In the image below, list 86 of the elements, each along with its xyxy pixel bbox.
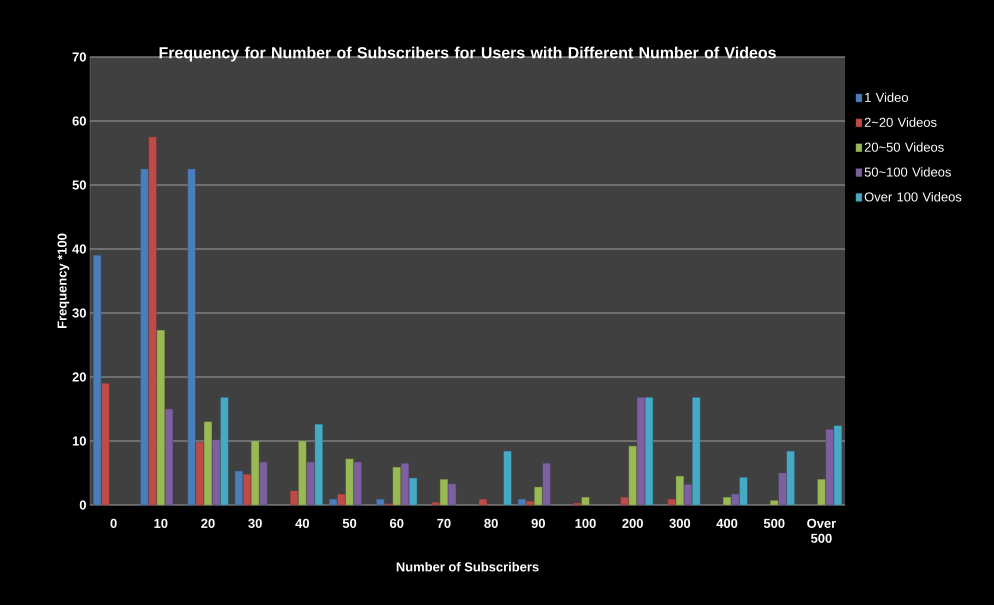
bar xyxy=(440,479,448,506)
legend-label: 2~20 Videos xyxy=(864,117,937,127)
x-tick-label: 300 xyxy=(669,518,690,528)
bar xyxy=(329,499,338,506)
y-tick-label: 70 xyxy=(72,52,86,62)
y-tick-label: 20 xyxy=(72,372,86,382)
bar xyxy=(668,499,676,506)
y-tick-label: 10 xyxy=(72,436,86,446)
bar xyxy=(204,422,212,506)
x-tick-label: 40 xyxy=(295,518,310,528)
x-tick-label: 500 xyxy=(764,518,784,528)
bar xyxy=(298,440,306,506)
bar xyxy=(676,476,684,506)
legend-label: 20~50 Videos xyxy=(864,142,944,152)
y-axis-title: Frequency *100 xyxy=(58,234,70,328)
x-tick-label: 80 xyxy=(484,518,498,528)
x-tick-label: 60 xyxy=(390,518,404,528)
bar xyxy=(478,499,487,506)
y-tick-label: 50 xyxy=(72,180,86,190)
x-tick-label: 70 xyxy=(437,518,451,528)
bar xyxy=(314,424,323,506)
bar xyxy=(834,425,842,506)
bar xyxy=(212,440,220,506)
bar xyxy=(164,408,173,506)
bar xyxy=(101,383,110,506)
x-tick-label: 50 xyxy=(342,518,356,528)
bar xyxy=(234,470,243,506)
bar xyxy=(534,486,542,506)
bar xyxy=(581,497,590,506)
bar xyxy=(826,429,834,506)
x-tick-label: 10 xyxy=(154,518,168,528)
x-tick-label: 200 xyxy=(622,518,643,528)
legend-label: 1 Video xyxy=(865,92,908,102)
x-tick-label: 30 xyxy=(248,518,262,528)
bar xyxy=(432,502,440,506)
bar xyxy=(628,446,637,506)
bar xyxy=(306,462,315,506)
bar xyxy=(156,330,165,506)
x-tick-label: 400 xyxy=(716,518,738,528)
bar xyxy=(140,168,148,506)
bar xyxy=(148,136,157,506)
bar xyxy=(645,397,654,506)
x-tick-label: 20 xyxy=(201,518,215,528)
chart-title: Frequency for Number of Subscribers for Users with Different Number of Videos xyxy=(160,46,776,62)
bar xyxy=(770,500,778,506)
bar xyxy=(636,397,645,506)
bar xyxy=(220,397,228,506)
bar xyxy=(526,500,534,506)
x-tick-label: 0 xyxy=(110,518,117,528)
y-tick-label: 40 xyxy=(72,244,86,254)
bar xyxy=(409,478,418,506)
x-tick-label: 100 xyxy=(575,518,596,528)
bar xyxy=(723,497,732,506)
bar xyxy=(400,463,409,506)
bar xyxy=(739,477,748,506)
bar xyxy=(251,440,260,506)
bar xyxy=(684,484,692,506)
bar xyxy=(620,497,628,506)
bar xyxy=(786,451,795,506)
bar xyxy=(346,458,354,506)
bar xyxy=(196,442,204,506)
bar xyxy=(376,499,384,506)
x-tick-label: 90 xyxy=(532,518,545,528)
bar xyxy=(259,462,268,506)
bar xyxy=(504,451,512,506)
bar xyxy=(93,255,102,506)
bar xyxy=(392,467,401,506)
bar xyxy=(542,463,550,506)
bar xyxy=(692,397,700,506)
bar xyxy=(778,472,786,506)
bar xyxy=(354,462,362,506)
bar xyxy=(188,168,196,506)
legend-label: Over 100 Videos xyxy=(864,192,962,202)
y-tick-label: 0 xyxy=(80,500,86,510)
bar xyxy=(337,494,346,506)
bar xyxy=(242,474,251,506)
bar xyxy=(817,479,826,506)
y-tick-label: 30 xyxy=(72,308,86,318)
y-tick-label: 60 xyxy=(72,116,86,126)
bar xyxy=(518,499,526,506)
legend-label: 50~100 Videos xyxy=(864,167,951,177)
bar xyxy=(290,490,298,506)
bar xyxy=(731,494,740,506)
bar xyxy=(448,484,456,506)
x-tick-label: Over 500 xyxy=(807,518,836,543)
x-axis-title: Number of Subscribers xyxy=(396,562,539,572)
